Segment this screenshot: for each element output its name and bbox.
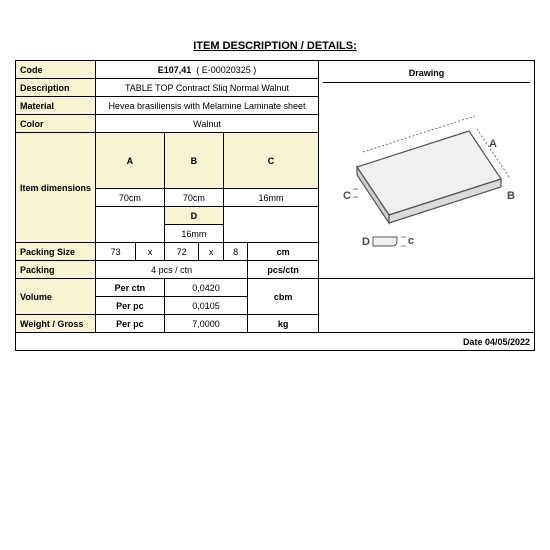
svg-text:A: A xyxy=(489,138,497,150)
label-code: Code xyxy=(16,61,96,79)
unit-pcsctn: pcs/ctn xyxy=(248,261,319,279)
value-material: Hevea brasiliensis with Melamine Laminat… xyxy=(96,97,319,115)
pack-a: 73 xyxy=(96,243,136,261)
vol-perctn-label: Per ctn xyxy=(96,279,165,297)
value-packing: 4 pcs / ctn xyxy=(96,261,248,279)
pack-x1: x xyxy=(136,243,165,261)
label-description: Description xyxy=(16,79,96,97)
label-material: Material xyxy=(16,97,96,115)
label-weight: Weight / Gross xyxy=(16,315,96,333)
svg-text:C: C xyxy=(343,190,351,202)
code-alt: ( E-00020325 ) xyxy=(196,65,256,75)
label-packing: Packing xyxy=(16,261,96,279)
dim-h-c: C xyxy=(223,133,318,189)
dim-c: 16mm xyxy=(223,189,318,207)
unit-cbm: cbm xyxy=(248,279,319,315)
value-color: Walnut xyxy=(96,115,319,133)
page-title: ITEM DESCRIPTION / DETAILS: xyxy=(15,40,535,52)
wt-perpc: 7,0000 xyxy=(164,315,248,333)
date-cell: Date 04/05/2022 xyxy=(16,333,535,351)
wt-perpc-label: Per pc xyxy=(96,315,165,333)
drawing-cell: Drawing A xyxy=(319,61,535,279)
value-code: E107,41 ( E-00020325 ) xyxy=(96,61,319,79)
pack-c: 8 xyxy=(223,243,247,261)
dim-b: 70cm xyxy=(164,189,223,207)
label-packing-size: Packing Size xyxy=(16,243,96,261)
vol-perpc: 0,0105 xyxy=(164,297,248,315)
label-color: Color xyxy=(16,115,96,133)
spec-table: Code E107,41 ( E-00020325 ) Drawing xyxy=(15,60,535,351)
label-volume: Volume xyxy=(16,279,96,315)
pack-x2: x xyxy=(199,243,224,261)
code-main: E107,41 xyxy=(158,65,192,75)
unit-kg: kg xyxy=(248,315,319,333)
dim-d: 16mm xyxy=(164,225,223,243)
svg-text:B: B xyxy=(507,190,515,202)
svg-text:D: D xyxy=(362,236,370,248)
label-dimensions: Item dimensions xyxy=(16,133,96,243)
drawing-svg: A B C D c xyxy=(329,89,524,269)
dim-h-b: B xyxy=(164,133,223,189)
vol-perpc-label: Per pc xyxy=(96,297,165,315)
dim-h-a: A xyxy=(96,133,165,189)
svg-text:c: c xyxy=(408,235,414,247)
pack-b: 72 xyxy=(164,243,199,261)
dim-a: 70cm xyxy=(96,189,165,207)
dim-h-d: D xyxy=(164,207,223,225)
vol-perctn: 0,0420 xyxy=(164,279,248,297)
drawing-header: Drawing xyxy=(323,64,530,83)
pack-cm: cm xyxy=(248,243,319,261)
value-description: TABLE TOP Contract Sliq Normal Walnut xyxy=(96,79,319,97)
